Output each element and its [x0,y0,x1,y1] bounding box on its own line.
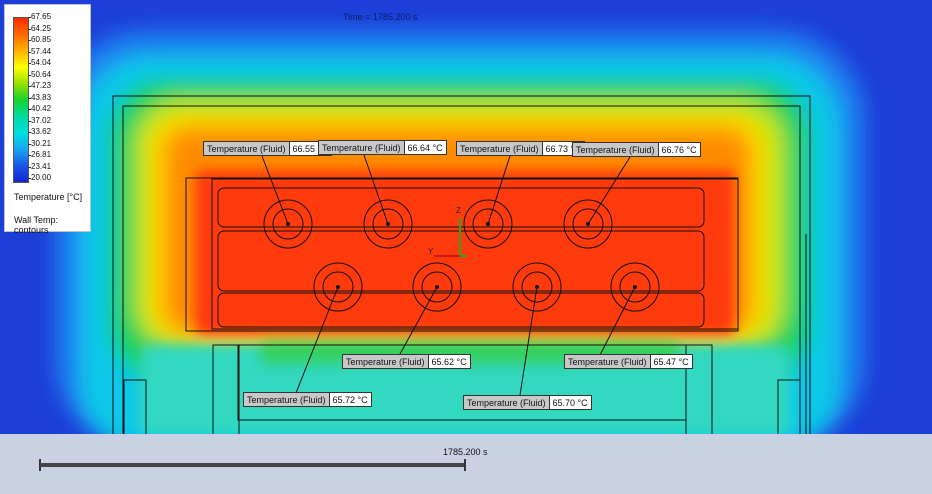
timeline-track[interactable] [40,463,465,467]
legend-tick: 54.04 [27,58,52,67]
legend-tick: 67.65 [27,12,52,21]
temperature-legend[interactable]: 67.65 64.25 60.85 57.44 54.04 50.64 47.2… [4,4,91,235]
probe-label[interactable]: Temperature (Fluid) 65.47 °C [564,354,693,369]
probe-label-value: 66.64 °C [404,141,446,154]
legend-tick: 23.41 [27,161,52,171]
probe-label-name: Temperature (Fluid) [343,355,429,368]
probe-label[interactable]: Temperature (Fluid) 65.72 °C [243,392,372,407]
probe-label-value: 65.72 °C [329,393,371,406]
axis-z-label: Z [456,206,461,215]
legend-tick: 47.23 [27,81,52,90]
probe-label-value: 65.62 °C [428,355,470,368]
legend-tick: 40.42 [27,104,52,113]
probe-label-name: Temperature (Fluid) [319,141,405,154]
probe-label-name: Temperature (Fluid) [464,396,550,409]
probe-label-name: Temperature (Fluid) [457,142,543,155]
legend-tick: 64.25 [27,23,52,33]
probe-label-value: 65.70 °C [549,396,591,409]
legend-tick: 57.44 [27,46,52,56]
legend-color-bar [13,17,29,183]
probe-label[interactable]: Temperature (Fluid) 66.73 °C [456,141,585,156]
timeline-time-label: 1785.200 s [443,447,488,457]
legend-tick: 33.62 [27,127,52,136]
legend-tick: 60.85 [27,35,52,44]
contour-viewport[interactable]: Z Y Time = 1785.200 s 67.65 64.25 60.85 … [0,0,932,434]
legend-tick: 37.02 [27,115,52,125]
legend-tick: 50.64 [27,69,52,79]
probe-label-value: 66.76 °C [658,143,700,156]
animation-timeline[interactable]: 1785.200 s [0,434,932,494]
legend-tick: 20.00 [27,173,52,182]
probe-label-name: Temperature (Fluid) [565,355,651,368]
time-label: Time = 1785.200 s [343,12,418,22]
probe-label[interactable]: Temperature (Fluid) 65.70 °C [463,395,592,410]
probe-label-name: Temperature (Fluid) [244,393,330,406]
probe-label-name: Temperature (Fluid) [204,142,290,155]
legend-tick: 26.81 [27,150,52,159]
probe-label-name: Temperature (Fluid) [573,143,659,156]
legend-mode: Wall Temp: contours [14,215,59,235]
probe-label[interactable]: Temperature (Fluid) 66.55 °C [203,141,332,156]
probe-label[interactable]: Temperature (Fluid) 65.62 °C [342,354,471,369]
probe-label[interactable]: Temperature (Fluid) 66.64 °C [318,140,447,155]
legend-tick: 30.21 [27,138,52,148]
legend-title: Temperature [°C] [14,192,83,202]
timeline-playhead[interactable] [464,459,466,471]
legend-tick: 43.83 [27,92,52,102]
axis-y-label: Y [428,247,434,256]
probe-label[interactable]: Temperature (Fluid) 66.76 °C [572,142,701,157]
probe-label-value: 65.47 °C [650,355,692,368]
